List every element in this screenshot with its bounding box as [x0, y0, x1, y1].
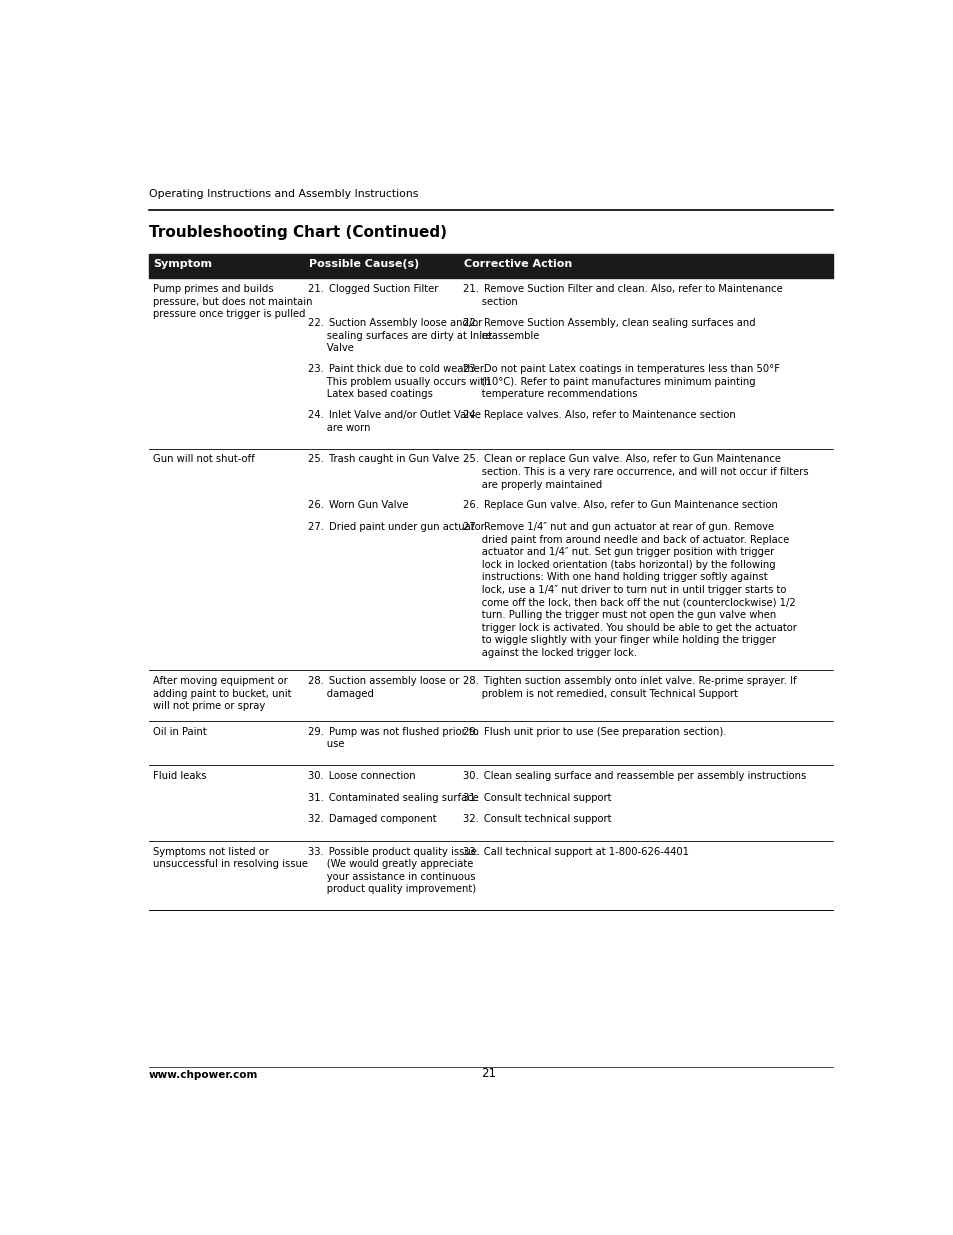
Text: Symptom: Symptom	[153, 258, 212, 268]
Text: 24. Replace valves. Also, refer to Maintenance section: 24. Replace valves. Also, refer to Maint…	[462, 410, 735, 420]
Text: Corrective Action: Corrective Action	[463, 258, 572, 268]
Text: 27. Dried paint under gun actuator: 27. Dried paint under gun actuator	[308, 522, 484, 532]
Text: Troubleshooting Chart (Continued): Troubleshooting Chart (Continued)	[149, 225, 446, 241]
Text: Pump primes and builds
pressure, but does not maintain
pressure once trigger is : Pump primes and builds pressure, but doe…	[152, 284, 312, 320]
Text: 25. Trash caught in Gun Valve: 25. Trash caught in Gun Valve	[308, 454, 458, 464]
Text: 29. Flush unit prior to use (See preparation section).: 29. Flush unit prior to use (See prepara…	[462, 726, 726, 737]
Text: 27. Remove 1/4″ nut and gun actuator at rear of gun. Remove
      dried paint fr: 27. Remove 1/4″ nut and gun actuator at …	[462, 522, 796, 658]
Text: 31. Contaminated sealing surface: 31. Contaminated sealing surface	[308, 793, 478, 803]
Text: 25. Clean or replace Gun valve. Also, refer to Gun Maintenance
      section. Th: 25. Clean or replace Gun valve. Also, re…	[462, 454, 808, 489]
Text: 24. Inlet Valve and/or Outlet Valve
      are worn: 24. Inlet Valve and/or Outlet Valve are …	[308, 410, 480, 432]
Text: 31. Consult technical support: 31. Consult technical support	[462, 793, 611, 803]
Text: 28. Suction assembly loose or
      damaged: 28. Suction assembly loose or damaged	[308, 676, 458, 699]
Text: 21: 21	[481, 1067, 496, 1081]
Text: 33. Possible product quality issue.
      (We would greatly appreciate
      you: 33. Possible product quality issue. (We …	[308, 846, 479, 894]
Text: www.chpower.com: www.chpower.com	[149, 1071, 258, 1081]
Text: 26. Replace Gun valve. Also, refer to Gun Maintenance section: 26. Replace Gun valve. Also, refer to Gu…	[462, 500, 777, 510]
Text: After moving equipment or
adding paint to bucket, unit
will not prime or spray: After moving equipment or adding paint t…	[152, 676, 291, 711]
Text: 33. Call technical support at 1-800-626-4401: 33. Call technical support at 1-800-626-…	[462, 846, 688, 857]
Text: 21. Clogged Suction Filter: 21. Clogged Suction Filter	[308, 284, 437, 294]
Bar	[149, 253, 832, 278]
Text: 28. Tighten suction assembly onto inlet valve. Re-prime sprayer. If
      proble: 28. Tighten suction assembly onto inlet …	[462, 676, 796, 699]
Text: 26. Worn Gun Valve: 26. Worn Gun Valve	[308, 500, 408, 510]
Text: 30. Loose connection: 30. Loose connection	[308, 771, 415, 781]
Text: 32. Consult technical support: 32. Consult technical support	[462, 814, 611, 825]
Text: Operating Instructions and Assembly Instructions: Operating Instructions and Assembly Inst…	[149, 189, 417, 199]
Text: 21. Remove Suction Filter and clean. Also, refer to Maintenance
      section: 21. Remove Suction Filter and clean. Als…	[462, 284, 782, 306]
Text: 22. Suction Assembly loose and/or
      sealing surfaces are dirty at Inlet
    : 22. Suction Assembly loose and/or sealin…	[308, 319, 492, 353]
Text: Oil in Paint: Oil in Paint	[152, 726, 206, 737]
Text: 32. Damaged component: 32. Damaged component	[308, 814, 436, 825]
Text: Symptoms not listed or
unsuccessful in resolving issue: Symptoms not listed or unsuccessful in r…	[152, 846, 307, 869]
Text: 23. Do not paint Latex coatings in temperatures less than 50°F
      (10°C). Ref: 23. Do not paint Latex coatings in tempe…	[462, 364, 780, 399]
Text: Possible Cause(s): Possible Cause(s)	[308, 258, 418, 268]
Text: 30. Clean sealing surface and reassemble per assembly instructions: 30. Clean sealing surface and reassemble…	[462, 771, 805, 781]
Text: 22. Remove Suction Assembly, clean sealing surfaces and
      reassemble: 22. Remove Suction Assembly, clean seali…	[462, 319, 755, 341]
Text: Gun will not shut-off: Gun will not shut-off	[152, 454, 254, 464]
Text: Fluid leaks: Fluid leaks	[152, 771, 206, 781]
Text: 23. Paint thick due to cold weather.
      This problem usually occurs with
    : 23. Paint thick due to cold weather. Thi…	[308, 364, 490, 399]
Text: 29. Pump was not flushed prior to
      use: 29. Pump was not flushed prior to use	[308, 726, 478, 750]
